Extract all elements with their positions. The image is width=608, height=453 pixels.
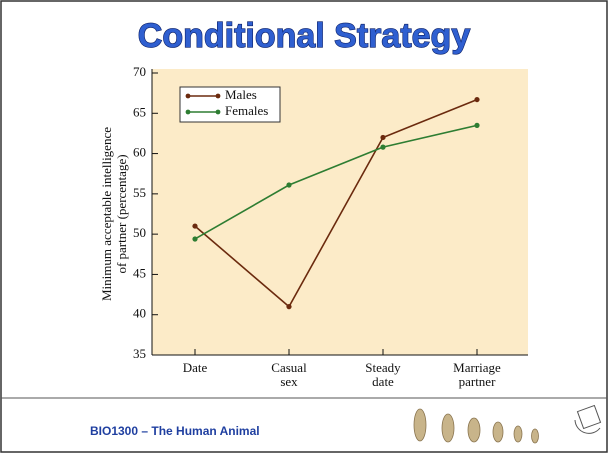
chart-title: Conditional Strategy: [138, 17, 471, 55]
y-tick-label: 35: [133, 346, 146, 361]
evolution-icons: [413, 408, 539, 444]
data-point: [192, 223, 198, 229]
series-line: [194, 98, 478, 308]
x-tick-label: Marriage partner: [453, 360, 501, 389]
footer-text: BIO1300 – The Human Animal: [90, 424, 260, 438]
legend-label: Males: [225, 87, 257, 102]
data-point: [286, 304, 292, 310]
data-point: [286, 182, 292, 188]
data-point: [474, 122, 480, 128]
data-point: [380, 134, 386, 141]
data-point: [474, 96, 480, 103]
y-axis-label: of partner (percentage): [114, 154, 129, 273]
legend-label: Females: [225, 103, 268, 118]
y-tick-label: 50: [133, 225, 146, 240]
y-tick-label: 55: [133, 185, 146, 200]
legend-marker: [215, 93, 221, 99]
legend-marker: [215, 109, 221, 115]
legend-marker: [185, 93, 191, 99]
legend-box: [179, 86, 281, 123]
x-tick-label: Casual sex: [271, 360, 307, 389]
x-tick-label: Steady date: [365, 360, 401, 389]
y-tick-label: 70: [133, 64, 146, 79]
y-tick-label: 45: [133, 265, 146, 280]
data-point: [192, 236, 198, 242]
logo: [574, 404, 602, 434]
y-tick-label: 65: [133, 104, 146, 119]
legend-marker: [185, 109, 191, 115]
y-tick-label: 40: [133, 306, 146, 321]
data-point: [380, 144, 386, 150]
y-tick-label: 60: [133, 145, 146, 160]
series-line: [194, 124, 478, 240]
x-tick-label: Date: [183, 360, 208, 375]
y-axis-label: Minimum acceptable intelligence: [99, 127, 114, 301]
